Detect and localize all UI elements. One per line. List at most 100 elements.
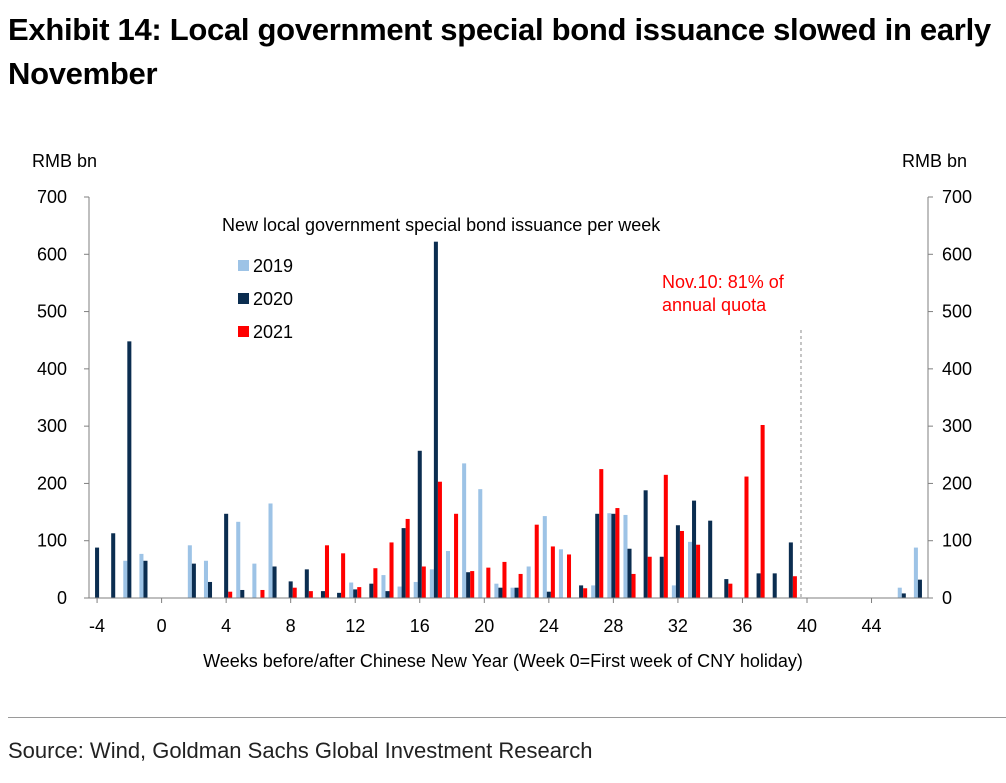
bar-2020-week--3 bbox=[111, 533, 116, 598]
bar-2020-week-22 bbox=[514, 587, 519, 598]
bar-2019-week-20 bbox=[478, 489, 483, 598]
y-tick-label-left: 400 bbox=[37, 359, 67, 379]
bar-2019-week-5 bbox=[236, 521, 241, 598]
bar-2020-week-17 bbox=[433, 241, 438, 598]
y-tick-label-right: 700 bbox=[942, 187, 972, 207]
bar-2020-week-39 bbox=[788, 542, 793, 598]
legend-swatch-2019 bbox=[238, 260, 249, 271]
y-tick-label-right: 0 bbox=[942, 588, 952, 608]
annotation-text-line: annual quota bbox=[662, 295, 767, 315]
bar-2021-week-19 bbox=[470, 571, 475, 598]
x-tick-label: 8 bbox=[286, 616, 296, 636]
bar-2020-week-7 bbox=[272, 566, 277, 598]
bar-2020-week--2 bbox=[127, 341, 132, 598]
bar-2020-week-30 bbox=[643, 490, 648, 598]
bar-2019-week-33 bbox=[687, 541, 693, 598]
bar-2021-week-13 bbox=[373, 568, 378, 598]
bar-2020-week-13 bbox=[369, 583, 374, 598]
y-tick-label-right: 500 bbox=[942, 302, 972, 322]
bar-2021-week-32 bbox=[679, 530, 684, 598]
bar-2021-week-10 bbox=[324, 545, 330, 598]
bar-2021-week-15 bbox=[405, 518, 410, 598]
bar-2021-week-8 bbox=[292, 587, 297, 598]
x-tick-label: 12 bbox=[345, 616, 365, 636]
legend-label-2019: 2019 bbox=[253, 256, 293, 276]
annotation: Nov.10: 81% of annual quota bbox=[662, 272, 802, 598]
x-tick-label: 28 bbox=[603, 616, 623, 636]
bar-2019-week-12 bbox=[349, 582, 354, 598]
y-tick-label-right: 400 bbox=[942, 359, 972, 379]
bar-2019-week-29 bbox=[623, 514, 628, 598]
x-tick-label: 32 bbox=[668, 616, 688, 636]
bar-2019-week-21 bbox=[494, 583, 499, 598]
bar-2020-week-35 bbox=[724, 579, 729, 598]
bar-2021-week-11 bbox=[341, 553, 346, 598]
y-tick-label-right: 100 bbox=[942, 531, 972, 551]
bar-2020-week-2 bbox=[191, 563, 196, 598]
bar-2021-week-26 bbox=[583, 588, 588, 598]
bar-2021-week-12 bbox=[357, 587, 362, 598]
y-axis-label-left: RMB bn bbox=[32, 151, 97, 171]
y-tick-label-left: 100 bbox=[37, 531, 67, 551]
bar-2020-week-38 bbox=[772, 573, 777, 598]
bar-2021-week-16 bbox=[421, 566, 426, 598]
footer-divider bbox=[8, 717, 1006, 718]
bar-2019-week-47 bbox=[913, 547, 918, 598]
x-axis-label: Weeks before/after Chinese New Year (Wee… bbox=[203, 651, 803, 671]
bar-2020-week-21 bbox=[498, 587, 503, 598]
bar-2020-week-47 bbox=[917, 579, 922, 598]
bar-2020-week-12 bbox=[353, 589, 358, 598]
bar-2021-week-24 bbox=[550, 546, 555, 598]
bar-2019-week-17 bbox=[429, 569, 434, 598]
annotation-text-line: Nov.10: 81% of bbox=[662, 272, 785, 292]
bar-2021-week-6 bbox=[260, 589, 265, 598]
bar-2021-week-18 bbox=[454, 513, 459, 598]
bar-2020-week-19 bbox=[466, 572, 471, 598]
bar-2020-week-10 bbox=[320, 591, 325, 598]
y-tick-label-left: 600 bbox=[37, 244, 67, 264]
exhibit-title: Exhibit 14: Local government special bon… bbox=[8, 12, 991, 91]
bar-2021-week-29 bbox=[631, 573, 636, 598]
bar-2019-week-3 bbox=[203, 560, 208, 598]
bar-2019-week-27 bbox=[591, 585, 596, 598]
bar-2019-week-32 bbox=[671, 585, 676, 598]
bar-2020-week-46 bbox=[901, 593, 906, 598]
bar-2020-week-28 bbox=[611, 513, 616, 598]
y-axis-label-right: RMB bn bbox=[902, 151, 967, 171]
bar-2019-week--2 bbox=[123, 560, 128, 598]
legend: 2019 2020 2021 bbox=[238, 256, 293, 342]
legend-swatch-2020 bbox=[238, 293, 249, 304]
y-tick-label-left: 0 bbox=[57, 588, 67, 608]
bar-2021-week-27 bbox=[599, 469, 604, 598]
bar-2020-week-8 bbox=[288, 581, 293, 598]
bar-2019-week-28 bbox=[607, 513, 612, 598]
bar-2021-week-31 bbox=[663, 474, 668, 598]
bar-2020-week-26 bbox=[579, 585, 584, 598]
bar-2021-week-30 bbox=[647, 556, 652, 598]
bar-2019-week-2 bbox=[187, 545, 192, 598]
bar-2021-week-23 bbox=[534, 524, 539, 598]
x-tick-label: 44 bbox=[862, 616, 882, 636]
bar-2019-week-7 bbox=[268, 503, 273, 598]
bar-2020-week-37 bbox=[756, 573, 761, 598]
bar-2019-week-14 bbox=[381, 575, 386, 598]
y-tick-label-left: 700 bbox=[37, 187, 67, 207]
bar-2020-week-31 bbox=[659, 556, 664, 598]
bar-2020-week-11 bbox=[337, 592, 342, 598]
bar-2020-week-15 bbox=[401, 528, 406, 598]
x-tick-label: 4 bbox=[221, 616, 231, 636]
y-tick-label-left: 200 bbox=[37, 473, 67, 493]
x-tick-label: -4 bbox=[89, 616, 105, 636]
bar-2020-week-29 bbox=[627, 548, 632, 598]
bar-2019-week-24 bbox=[542, 516, 547, 598]
bar-2019-week-6 bbox=[252, 563, 257, 598]
bar-2020-week-34 bbox=[708, 520, 713, 598]
bar-2020-week-4 bbox=[224, 513, 229, 598]
bar-2021-week-35 bbox=[728, 583, 733, 598]
bar-2021-week-37 bbox=[760, 424, 765, 598]
bar-2019-week-25 bbox=[558, 549, 563, 598]
bar-2019-week-18 bbox=[445, 551, 451, 598]
bar-2019-week-23 bbox=[526, 566, 531, 598]
bar-2021-week-9 bbox=[308, 591, 313, 598]
